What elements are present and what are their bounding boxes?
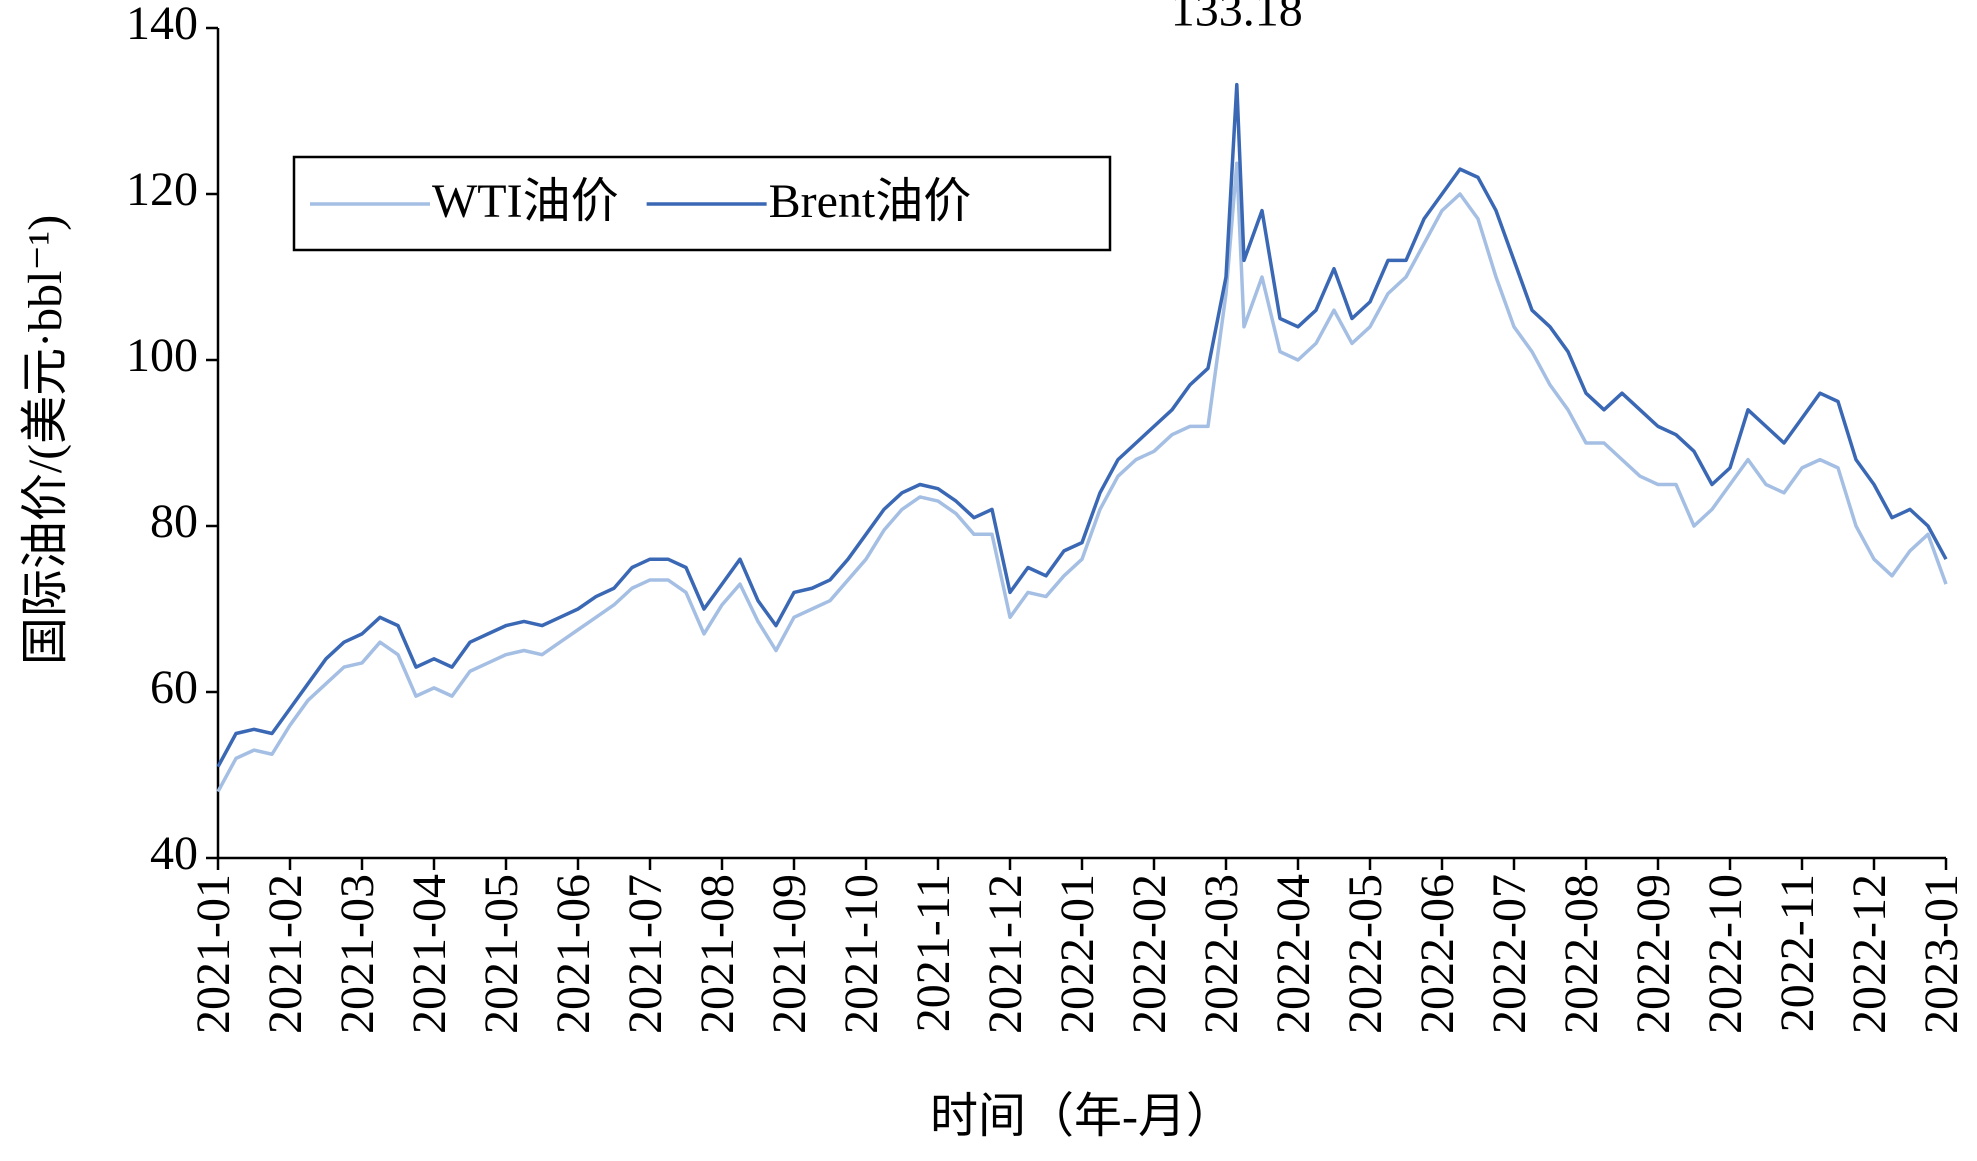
series-line [216, 161, 1948, 793]
series-line [216, 82, 1948, 768]
x-axis-label: 时间（年-月） [930, 1090, 1234, 1143]
x-tick-label: 2022-06 [1411, 874, 1464, 1034]
x-tick-label: 2022-03 [1195, 874, 1248, 1034]
x-tick-label: 2021-09 [763, 874, 816, 1034]
y-tick-label: 140 [126, 0, 198, 50]
x-tick-label: 2021-03 [331, 874, 384, 1034]
annotation: 133.18 [1171, 0, 1303, 37]
x-tick-label: 2021-11 [907, 874, 960, 1032]
legend-label: Brent油价 [769, 175, 972, 228]
y-tick-label: 120 [126, 163, 198, 216]
legend-label: WTI油价 [432, 175, 619, 228]
x-tick-label: 2022-05 [1339, 874, 1392, 1034]
x-tick-label: 2022-11 [1771, 874, 1824, 1032]
x-tick-label: 2021-06 [547, 874, 600, 1034]
x-tick-label: 2021-05 [475, 874, 528, 1034]
x-tick-label: 2021-07 [619, 874, 672, 1034]
y-tick-label: 80 [150, 495, 198, 548]
x-tick-label: 2021-12 [979, 874, 1032, 1034]
x-tick-label: 2023-01 [1915, 874, 1968, 1034]
x-tick-label: 2022-07 [1483, 874, 1536, 1034]
y-tick-label: 40 [150, 827, 198, 880]
x-tick-label: 2022-12 [1843, 874, 1896, 1034]
x-tick-label: 2022-09 [1627, 874, 1680, 1034]
x-tick-label: 2022-08 [1555, 874, 1608, 1034]
y-tick-label: 60 [150, 661, 198, 714]
x-tick-label: 2021-10 [835, 874, 888, 1034]
x-tick-label: 2021-01 [187, 874, 240, 1034]
x-tick-label: 2021-02 [259, 874, 312, 1034]
x-tick-label: 2022-02 [1123, 874, 1176, 1034]
y-tick-label: 100 [126, 329, 198, 382]
x-tick-label: 2021-04 [403, 874, 456, 1034]
x-tick-label: 2022-01 [1051, 874, 1104, 1034]
x-tick-label: 2021-08 [691, 874, 744, 1034]
x-tick-label: 2022-04 [1267, 874, 1320, 1034]
y-axis-label: 国际油价/(美元·bbl⁻¹) [19, 215, 72, 665]
x-tick-label: 2022-10 [1699, 874, 1752, 1034]
